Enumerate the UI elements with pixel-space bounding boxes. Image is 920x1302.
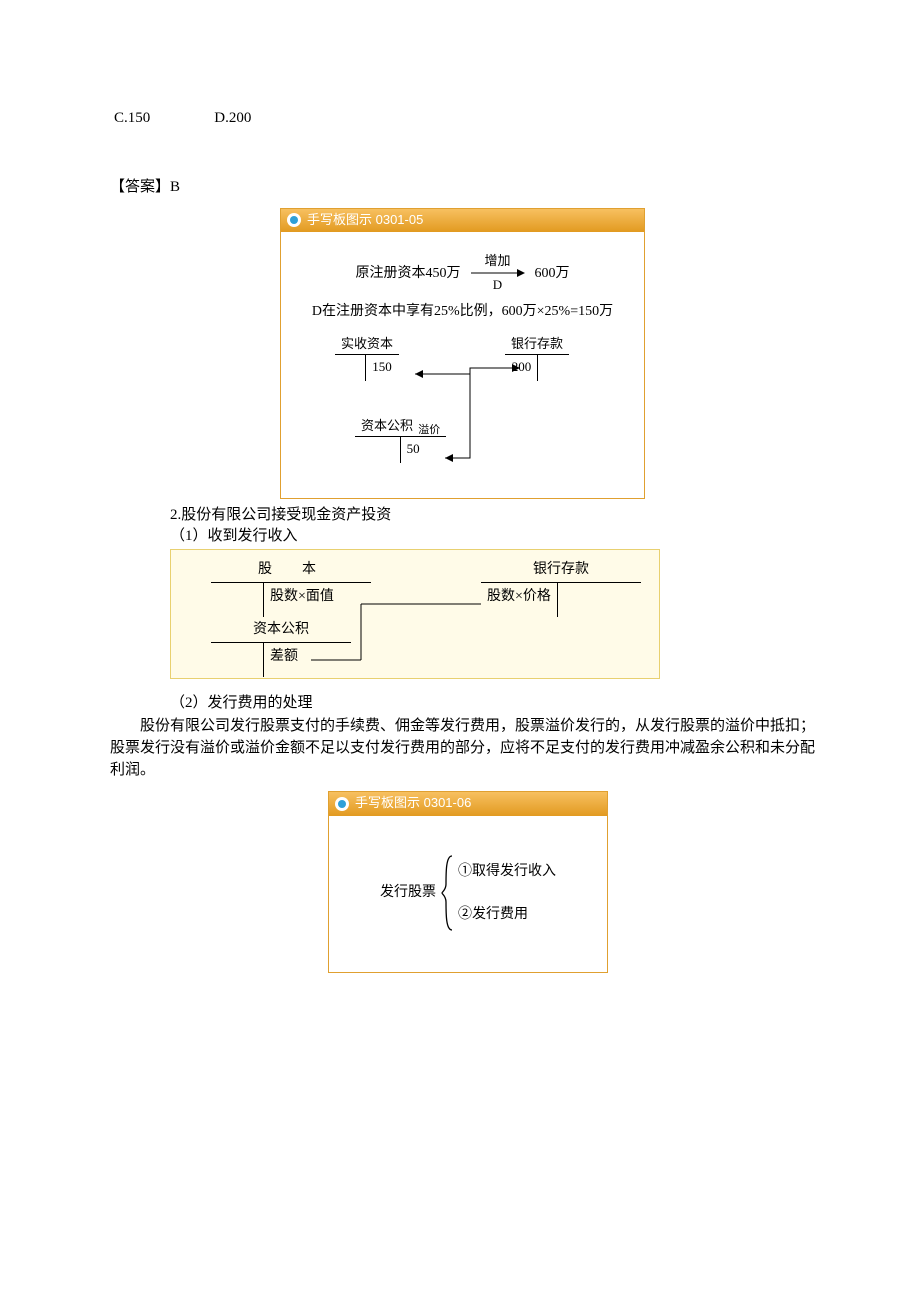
card1-arrow-bottom: D	[493, 278, 502, 292]
para2-body: 股份有限公司发行股票支付的手续费、佣金等发行费用，股票溢价发行的，从发行股票的溢…	[110, 716, 820, 781]
card1-line2: D在注册资本中享有25%比例，600万×25%=150万	[295, 301, 630, 322]
t-left-blank2	[371, 437, 401, 463]
options-row: C.150 D.200	[114, 108, 820, 129]
card-0301-05-body: 原注册资本450万 增加 D 600万 D在注册资本中享有25%比例，600万×…	[281, 232, 644, 498]
bt-guben-left	[211, 583, 264, 617]
card-0301-06-header: 手写板图示 0301-06	[329, 792, 607, 815]
bt-guben-val: 股数×面值	[270, 589, 334, 604]
t-left-blank	[336, 355, 366, 381]
bt-bank-val: 股数×价格	[487, 589, 551, 604]
card2-r2: ②发行费用	[458, 904, 556, 925]
card1-arrow-block: 增加 D	[471, 254, 525, 293]
t-title-ziben: 资本公积 溢价	[355, 416, 446, 438]
card1-line1: 原注册资本450万 增加 D 600万	[295, 254, 630, 293]
option-c: C.150	[114, 108, 150, 129]
bt-bank: 银行存款 股数×价格	[481, 560, 641, 617]
t-account-ziben: 资本公积 溢价 50	[355, 416, 446, 464]
bt-bank-left: 股数×价格	[481, 583, 558, 617]
t-val-150: 150	[372, 359, 392, 374]
card2-left: 发行股票	[380, 882, 436, 903]
card1-line2-text: D在注册资本中享有25%比例，600万×25%=150万	[312, 304, 613, 319]
bt-bank-right	[558, 583, 600, 617]
bt-bank-title: 银行存款	[481, 560, 641, 583]
t-account-bank: 银行存款 200	[505, 334, 569, 382]
card-0301-06-title: 手写板图示 0301-06	[355, 794, 471, 812]
page-root: C.150 D.200 【答案】B 手写板图示 0301-05 原注册资本450…	[0, 0, 920, 1302]
card2-r1: ①取得发行收入	[458, 861, 556, 882]
t-title-ziben-sub: 溢价	[418, 424, 440, 437]
mid-l1: 2.股份有限公司接受现金资产投资	[170, 507, 391, 523]
answer-text: 【答案】B	[110, 179, 180, 195]
para2-head: （2）发行费用的处理	[170, 693, 820, 714]
bt-guben-title: 股 本	[211, 560, 371, 583]
brace-group: 发行股票 ①取得发行收入 ②发行费用	[380, 854, 556, 932]
card1-taccounts: 实收资本 150 银行存款 200	[295, 328, 630, 478]
para2-l1: （2）发行费用的处理	[170, 695, 313, 711]
t-val-50: 50	[407, 441, 420, 456]
bt-ziben-left	[211, 643, 264, 677]
para2-body-text: 股份有限公司发行股票支付的手续费、佣金等发行费用，股票溢价发行的，从发行股票的溢…	[110, 716, 820, 781]
card-0301-06-body: 发行股票 ①取得发行收入 ②发行费用	[329, 816, 607, 972]
t-title-ziben-main: 资本公积	[361, 418, 413, 433]
card-0301-05: 手写板图示 0301-05 原注册资本450万 增加 D 600万 D在注册资本…	[280, 208, 645, 499]
bt-ziben: 资本公积 差额	[211, 620, 351, 677]
bt-ziben-right: 差额	[264, 643, 336, 677]
panel-issue-income: 股 本 股数×面值 资本公积 差额 银行存款 股数×价格	[170, 549, 660, 679]
t-title-shishou: 实收资本	[335, 334, 399, 356]
bt-ziben-val: 差额	[270, 649, 298, 664]
card-0301-05-header: 手写板图示 0301-05	[281, 209, 644, 232]
t-right-blank	[538, 355, 568, 381]
mid-sub: （1）收到发行收入	[170, 526, 820, 547]
option-d: D.200	[214, 108, 251, 129]
globe-icon-2	[335, 797, 349, 811]
t-val-200: 200	[512, 359, 532, 374]
card-0301-05-title: 手写板图示 0301-05	[307, 211, 423, 229]
bt-ziben-title: 资本公积	[211, 620, 351, 643]
card1-line1-right: 600万	[535, 263, 570, 284]
left-brace-icon	[440, 854, 454, 932]
card1-arrow-top: 增加	[484, 254, 510, 268]
card2-right-col: ①取得发行收入 ②发行费用	[458, 861, 556, 925]
t-account-shishou: 实收资本 150	[335, 334, 399, 382]
mid-heading: 2.股份有限公司接受现金资产投资	[170, 505, 820, 526]
t-title-bank: 银行存款	[505, 334, 569, 356]
bt-guben: 股 本 股数×面值	[211, 560, 371, 617]
mid-l2: （1）收到发行收入	[170, 528, 298, 544]
card1-line1-left: 原注册资本450万	[356, 263, 461, 284]
card-0301-06: 手写板图示 0301-06 发行股票 ①取得发行收入 ②发行费用	[328, 791, 608, 972]
globe-icon	[287, 213, 301, 227]
bt-guben-right: 股数×面值	[264, 583, 340, 617]
answer-line: 【答案】B	[110, 177, 820, 198]
